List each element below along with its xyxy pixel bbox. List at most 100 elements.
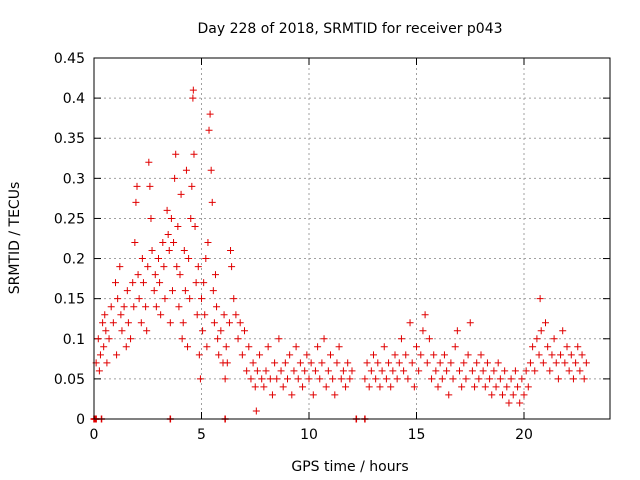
data-point xyxy=(436,359,444,367)
data-point xyxy=(309,391,317,399)
y-tick-label: 0.1 xyxy=(63,332,85,348)
data-point xyxy=(533,335,541,343)
data-point xyxy=(580,375,588,383)
grid-lines xyxy=(94,58,610,419)
data-point xyxy=(102,327,110,335)
data-point xyxy=(434,383,442,391)
data-point xyxy=(421,311,429,319)
data-point xyxy=(94,335,102,343)
data-point xyxy=(171,174,179,182)
data-point xyxy=(168,287,176,295)
data-point xyxy=(258,375,266,383)
x-tick-label: 10 xyxy=(300,427,318,443)
plot-frame xyxy=(93,57,611,420)
data-point xyxy=(238,351,246,359)
data-point xyxy=(186,295,194,303)
data-point xyxy=(105,335,113,343)
data-point xyxy=(147,214,155,222)
y-tick-label: 0.05 xyxy=(54,372,85,388)
data-point xyxy=(220,311,228,319)
data-point xyxy=(109,319,117,327)
data-point xyxy=(256,351,264,359)
data-point xyxy=(201,311,209,319)
data-point xyxy=(191,222,199,230)
data-point xyxy=(299,383,307,391)
data-point xyxy=(264,343,272,351)
data-point xyxy=(206,110,214,118)
data-point xyxy=(305,375,313,383)
data-point xyxy=(200,279,208,287)
data-point xyxy=(365,383,373,391)
data-point xyxy=(134,271,142,279)
data-point xyxy=(179,319,187,327)
data-point xyxy=(509,391,517,399)
data-point xyxy=(187,214,195,222)
data-point xyxy=(204,239,212,247)
data-point xyxy=(151,271,159,279)
data-point xyxy=(473,359,481,367)
data-point xyxy=(440,351,448,359)
data-point xyxy=(209,287,217,295)
data-point xyxy=(131,239,139,247)
data-point xyxy=(103,359,111,367)
data-point xyxy=(260,383,268,391)
data-point xyxy=(539,359,547,367)
data-point xyxy=(335,343,343,351)
data-point xyxy=(182,166,190,174)
data-point xyxy=(155,255,162,263)
data-point xyxy=(190,150,198,158)
y-tick-label: 0.3 xyxy=(63,171,85,187)
data-point xyxy=(361,375,369,383)
data-point xyxy=(215,351,223,359)
data-point xyxy=(116,263,124,271)
data-point xyxy=(268,391,276,399)
data-point xyxy=(376,383,384,391)
data-point xyxy=(456,367,463,375)
data-point xyxy=(466,319,474,327)
data-point xyxy=(279,383,287,391)
data-point xyxy=(548,351,556,359)
y-tick-label: 0.4 xyxy=(63,91,85,107)
y-tick-label: 0.25 xyxy=(54,211,85,227)
data-point xyxy=(378,367,386,375)
data-point xyxy=(230,295,238,303)
chart-title: Day 228 of 2018, SRMTID for receiver p04… xyxy=(197,21,502,37)
data-point xyxy=(552,359,560,367)
data-point xyxy=(112,279,119,287)
data-point xyxy=(522,367,530,375)
data-point xyxy=(301,367,309,375)
data-point xyxy=(189,86,197,94)
data-point xyxy=(320,335,328,343)
data-point xyxy=(410,383,418,391)
data-point xyxy=(462,375,470,383)
data-point xyxy=(501,367,509,375)
data-point xyxy=(516,399,524,407)
data-point xyxy=(117,311,125,319)
data-point xyxy=(346,375,354,383)
data-point xyxy=(496,375,504,383)
y-tick-label: 0.35 xyxy=(54,131,85,147)
data-point xyxy=(277,367,285,375)
data-point xyxy=(188,182,196,190)
data-point xyxy=(176,271,184,279)
data-point xyxy=(157,311,165,319)
data-point xyxy=(202,255,210,263)
data-point xyxy=(499,391,506,399)
data-point xyxy=(281,359,289,367)
data-point xyxy=(207,166,215,174)
data-point xyxy=(159,239,167,247)
data-point xyxy=(107,303,115,311)
data-point xyxy=(262,367,270,375)
data-point xyxy=(514,383,522,391)
data-point xyxy=(290,367,298,375)
data-point xyxy=(184,343,192,351)
data-point xyxy=(178,335,186,343)
data-point xyxy=(367,367,375,375)
data-point xyxy=(225,319,233,327)
data-point xyxy=(266,375,274,383)
data-point xyxy=(95,367,103,375)
data-point xyxy=(296,359,304,367)
data-point xyxy=(374,359,382,367)
data-point xyxy=(232,311,240,319)
data-point xyxy=(475,375,483,383)
